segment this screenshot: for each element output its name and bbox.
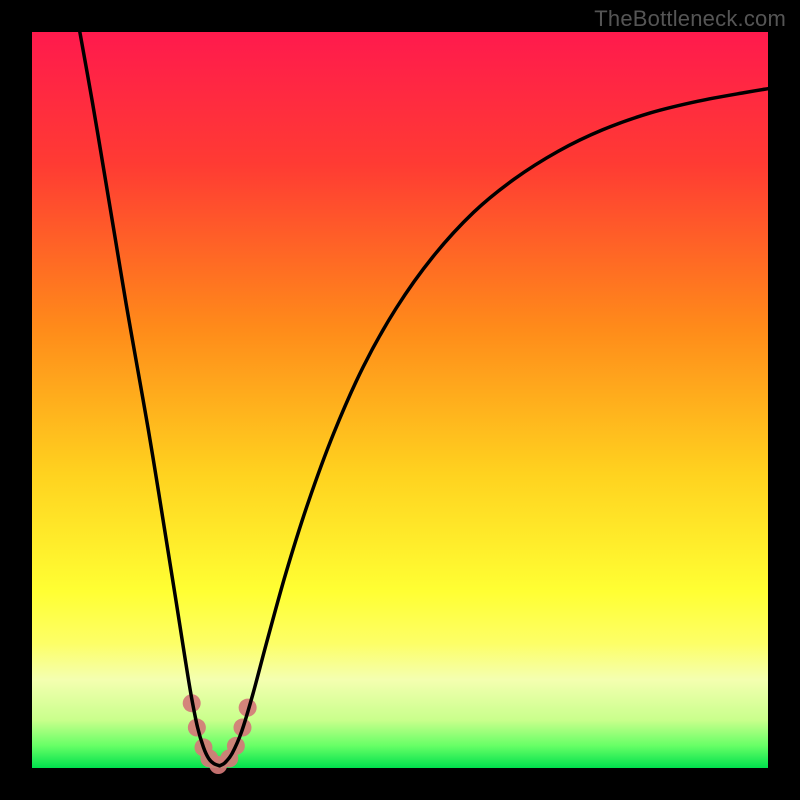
chart-frame: TheBottleneck.com [0,0,800,800]
watermark-text: TheBottleneck.com [594,6,786,32]
chart-svg [32,32,768,768]
plot-area [32,32,768,768]
curve-left [80,32,220,766]
curve-right [220,89,768,766]
